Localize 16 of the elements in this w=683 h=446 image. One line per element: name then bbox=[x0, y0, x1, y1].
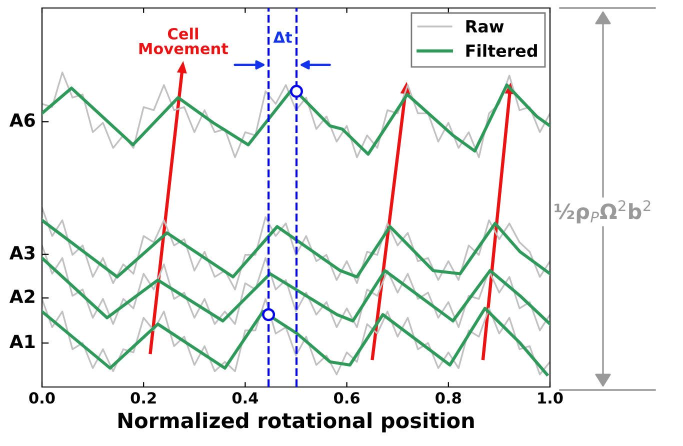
text: A6 bbox=[9, 113, 35, 127]
text: A3 bbox=[9, 246, 34, 260]
text: Δt bbox=[273, 32, 292, 43]
legend-label: Filtered bbox=[466, 44, 537, 58]
x-tick-label: 0.0 bbox=[29, 392, 55, 404]
x-tick-label: 0.6 bbox=[334, 392, 360, 404]
x-tick-label: 1.0 bbox=[538, 392, 563, 404]
x-tick-label: 0.8 bbox=[436, 392, 461, 404]
text: Cell Movement bbox=[139, 28, 228, 54]
text: A1 bbox=[9, 334, 35, 348]
text: A2 bbox=[9, 290, 34, 303]
x-tick-label: 0.4 bbox=[232, 392, 258, 404]
x-tick-label: 0.2 bbox=[130, 392, 156, 404]
legend-label: Raw bbox=[466, 20, 504, 33]
text: ½ρ$_{P}$Ω$^{2}$b$^{2}$ bbox=[554, 200, 650, 224]
x-axis-title: Normalized rotational position bbox=[118, 412, 474, 432]
